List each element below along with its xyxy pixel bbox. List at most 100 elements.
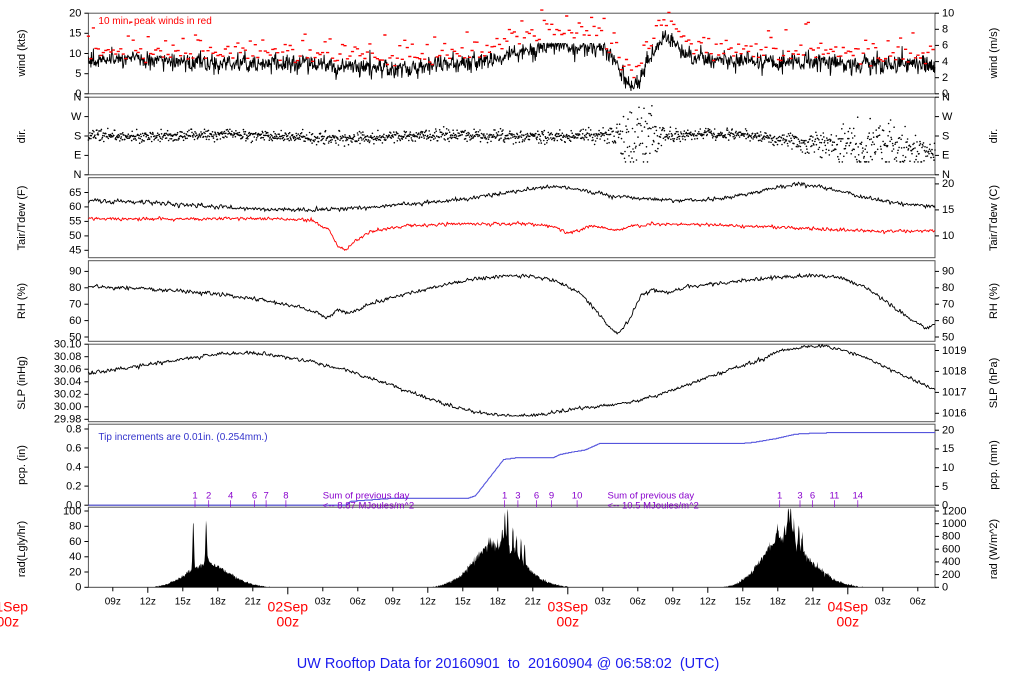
svg-text:20: 20 <box>69 8 81 20</box>
svg-text:10: 10 <box>942 230 954 242</box>
svg-text:04Sep: 04Sep <box>828 598 869 614</box>
svg-text:N: N <box>73 169 81 181</box>
svg-text:E: E <box>942 150 949 162</box>
svg-text:03z: 03z <box>315 596 331 607</box>
svg-text:30.08: 30.08 <box>54 351 82 363</box>
svg-text:wind (kts): wind (kts) <box>16 29 28 77</box>
svg-text:03Sep: 03Sep <box>548 598 589 614</box>
svg-text:00z: 00z <box>277 613 300 629</box>
svg-text:7: 7 <box>263 491 268 502</box>
svg-text:30.10: 30.10 <box>54 339 82 351</box>
svg-text:1017: 1017 <box>942 387 966 399</box>
svg-text:N: N <box>942 92 950 104</box>
svg-text:15: 15 <box>942 443 954 455</box>
svg-text:dir.: dir. <box>988 129 1000 144</box>
svg-text:30.00: 30.00 <box>54 401 82 413</box>
svg-text:RH (%): RH (%) <box>16 283 28 319</box>
svg-text:8: 8 <box>283 491 288 502</box>
svg-text:4: 4 <box>228 491 233 502</box>
svg-text:15z: 15z <box>455 596 471 607</box>
svg-text:1016: 1016 <box>942 408 966 420</box>
svg-text:50: 50 <box>69 230 81 242</box>
svg-text:70: 70 <box>69 299 81 311</box>
svg-text:10: 10 <box>69 48 81 60</box>
svg-text:S: S <box>74 130 81 142</box>
svg-text:4: 4 <box>942 56 948 68</box>
svg-text:dir.: dir. <box>16 129 28 144</box>
svg-text:UW Rooftop Data for 20160901: UW Rooftop Data for 20160901 to 20160904… <box>297 656 720 672</box>
svg-text:wind (m/s): wind (m/s) <box>988 28 1000 80</box>
svg-text:00z: 00z <box>0 613 19 629</box>
svg-text:N: N <box>73 92 81 104</box>
svg-text:02Sep: 02Sep <box>268 598 309 614</box>
svg-text:Tair/Tdew (F): Tair/Tdew (F) <box>16 186 28 251</box>
svg-text:1: 1 <box>777 491 782 502</box>
svg-text:RH (%): RH (%) <box>988 283 1000 319</box>
svg-text:30.06: 30.06 <box>54 364 82 376</box>
svg-text:40: 40 <box>69 551 81 563</box>
svg-text:0: 0 <box>75 582 81 594</box>
svg-text:2: 2 <box>942 72 948 84</box>
svg-text:30.02: 30.02 <box>54 389 82 401</box>
svg-text:12z: 12z <box>140 596 156 607</box>
svg-text:W: W <box>71 111 82 123</box>
svg-text:10: 10 <box>572 491 583 502</box>
svg-text:15z: 15z <box>175 596 191 607</box>
svg-text:rad(Lgly/hr): rad(Lgly/hr) <box>16 521 28 577</box>
svg-text:E: E <box>74 150 81 162</box>
svg-text:Tair/Tdew (C): Tair/Tdew (C) <box>988 185 1000 251</box>
svg-text:1000: 1000 <box>942 518 966 530</box>
svg-text:80: 80 <box>69 282 81 294</box>
svg-text:6: 6 <box>534 491 539 502</box>
svg-text:70: 70 <box>942 299 954 311</box>
svg-text:09z: 09z <box>385 596 401 607</box>
svg-text:6: 6 <box>810 491 815 502</box>
svg-text:55: 55 <box>69 216 81 228</box>
svg-text:03z: 03z <box>875 596 891 607</box>
svg-text:9: 9 <box>549 491 554 502</box>
svg-text:60: 60 <box>69 201 81 213</box>
svg-text:rad (W/m^2): rad (W/m^2) <box>988 519 1000 579</box>
svg-text:06z: 06z <box>630 596 646 607</box>
svg-text:14: 14 <box>853 491 864 502</box>
svg-text:20: 20 <box>942 425 954 437</box>
svg-text:21z: 21z <box>245 596 261 607</box>
svg-text:20: 20 <box>942 178 954 190</box>
svg-text:21z: 21z <box>525 596 541 607</box>
svg-text:0.4: 0.4 <box>66 461 81 473</box>
svg-text:SLP (hPa): SLP (hPa) <box>988 358 1000 409</box>
svg-text:3: 3 <box>515 491 520 502</box>
svg-text:1018: 1018 <box>942 366 966 378</box>
svg-text:10: 10 <box>942 8 954 20</box>
svg-text:18z: 18z <box>490 596 506 607</box>
svg-text:8: 8 <box>942 24 948 36</box>
svg-text:100: 100 <box>63 505 81 517</box>
svg-text:1200: 1200 <box>942 505 966 517</box>
svg-text:0.6: 0.6 <box>66 442 81 454</box>
svg-text:80: 80 <box>69 521 81 533</box>
svg-text:12z: 12z <box>420 596 436 607</box>
svg-text:Tip increments are 0.01in. (0.: Tip increments are 0.01in. (0.254mm.) <box>98 432 267 443</box>
svg-text:21z: 21z <box>805 596 821 607</box>
svg-text:1019: 1019 <box>942 345 966 357</box>
svg-text:600: 600 <box>942 544 960 556</box>
svg-text:06z: 06z <box>910 596 926 607</box>
svg-text:3: 3 <box>797 491 802 502</box>
svg-text:18z: 18z <box>210 596 226 607</box>
svg-text:1: 1 <box>502 491 507 502</box>
svg-text:03z: 03z <box>595 596 611 607</box>
svg-text:11: 11 <box>829 491 839 502</box>
svg-text:0.8: 0.8 <box>66 423 81 435</box>
svg-text:20: 20 <box>69 566 81 578</box>
svg-text:60: 60 <box>942 315 954 327</box>
svg-text:90: 90 <box>69 266 81 278</box>
svg-text:W: W <box>942 111 953 123</box>
svg-text:12z: 12z <box>700 596 716 607</box>
svg-text:00z: 00z <box>837 613 860 629</box>
svg-text:01Sep: 01Sep <box>0 598 28 614</box>
svg-text:09z: 09z <box>105 596 121 607</box>
svg-text:5: 5 <box>75 68 81 80</box>
svg-text:S: S <box>942 130 949 142</box>
svg-text:15z: 15z <box>735 596 751 607</box>
svg-text:2: 2 <box>206 491 211 502</box>
